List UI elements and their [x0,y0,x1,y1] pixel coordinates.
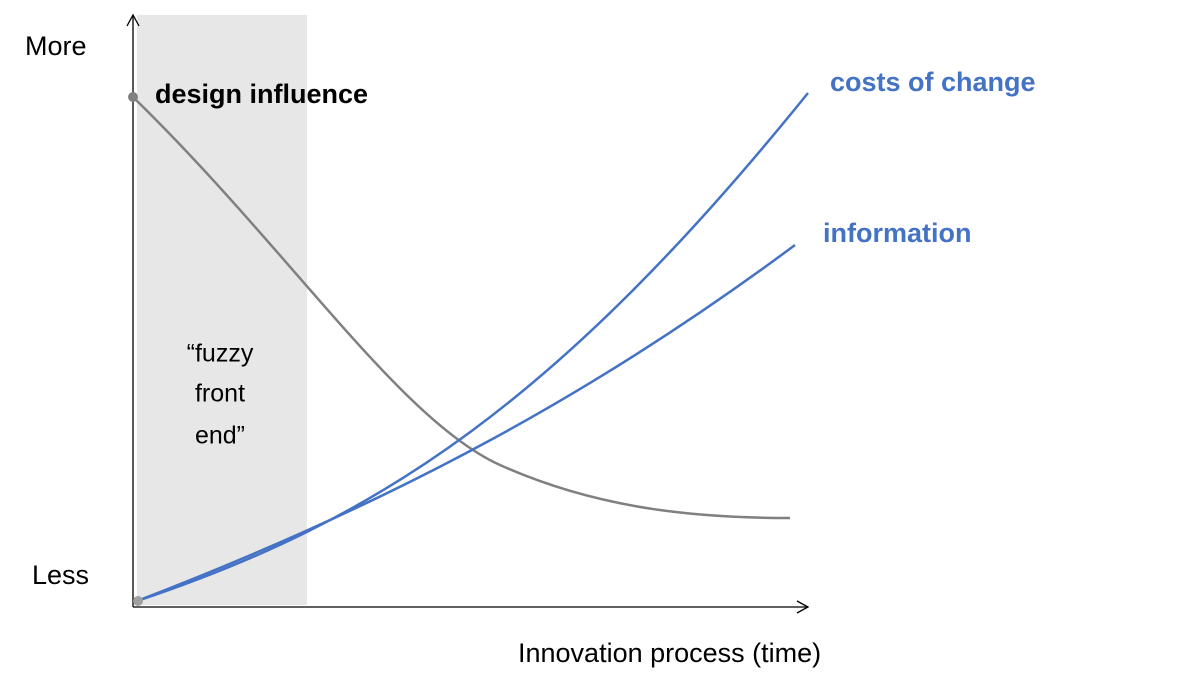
curve-label: costs of change [830,67,1036,97]
y-bottom-label: Less [32,560,89,590]
region-label: “fuzzy [187,340,254,368]
x-axis-label: Innovation process (time) [518,638,821,668]
start-dot [133,596,143,606]
curve-label: design influence [155,79,368,109]
y-top-label: More [25,31,87,61]
region-label: end” [195,422,245,450]
information-curve [136,243,796,603]
start-dot [128,92,138,102]
curve-label: information [823,218,972,248]
costs-of-change-curve [136,92,809,603]
fuzzy-front-end-region [137,15,307,605]
design-influence-curve [132,96,791,520]
region-label: front [195,380,245,408]
